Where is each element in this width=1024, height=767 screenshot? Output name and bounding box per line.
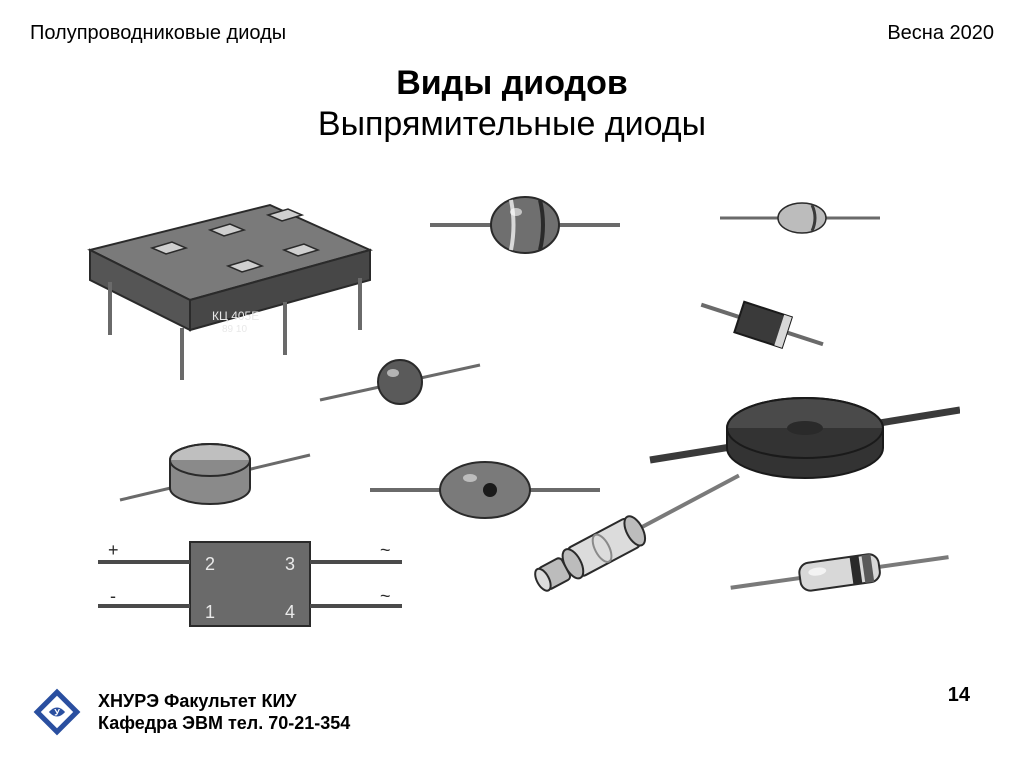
pin-3: 3 — [285, 554, 295, 574]
bridge-rectifier-icon: КЦ 405Е 89 10 — [90, 205, 370, 380]
footer-line-1: ХНУРЭ Факультет КИУ — [98, 690, 350, 713]
footer-text: ХНУРЭ Факультет КИУ Кафедра ЭВМ тел. 70-… — [98, 690, 350, 735]
pin-1: 1 — [205, 602, 215, 622]
dot-oval-diode-icon — [370, 462, 600, 518]
slide-titles: Виды диодов Выпрямительные диоды — [0, 64, 1024, 144]
slide-header: Полупроводниковые диоды Весна 2020 — [0, 22, 1024, 45]
slide-footer: У ХНУРЭ Факультет КИУ Кафедра ЭВМ тел. 7… — [30, 685, 350, 739]
pin-minus: - — [110, 586, 116, 606]
page-number: 14 — [948, 684, 970, 707]
title-subtitle: Выпрямительные диоды — [0, 105, 1024, 144]
svg-text:У: У — [54, 708, 60, 718]
ceramic-axial-diode-icon — [530, 461, 746, 596]
can-diode-icon — [120, 444, 310, 504]
university-logo-icon: У — [30, 685, 84, 739]
footer-line-2: Кафедра ЭВМ тел. 70-21-354 — [98, 712, 350, 735]
oval-diode-icon — [430, 197, 620, 253]
header-right: Весна 2020 — [887, 22, 994, 45]
pin-tilde-1: ~ — [380, 540, 391, 560]
bridge-pinout-icon: 2 3 1 4 + - ~ ~ — [98, 540, 402, 626]
pin-plus: + — [108, 540, 119, 560]
small-glass-diode-icon — [720, 203, 880, 233]
bead-diode-icon — [320, 360, 480, 404]
header-left: Полупроводниковые диоды — [30, 22, 286, 45]
pin-2: 2 — [205, 554, 215, 574]
bridge-label2: 89 10 — [222, 324, 247, 335]
diodes-figure: КЦ 405Е 89 10 — [60, 170, 960, 630]
pin-4: 4 — [285, 602, 295, 622]
disk-diode-icon — [650, 398, 960, 478]
striped-axial-diode-icon — [729, 543, 951, 601]
bridge-label: КЦ 405Е — [212, 309, 259, 323]
slide: Полупроводниковые диоды Весна 2020 Виды … — [0, 0, 1024, 767]
title-main: Виды диодов — [0, 64, 1024, 103]
smd-diode-icon — [696, 289, 828, 359]
pin-tilde-2: ~ — [380, 586, 391, 606]
